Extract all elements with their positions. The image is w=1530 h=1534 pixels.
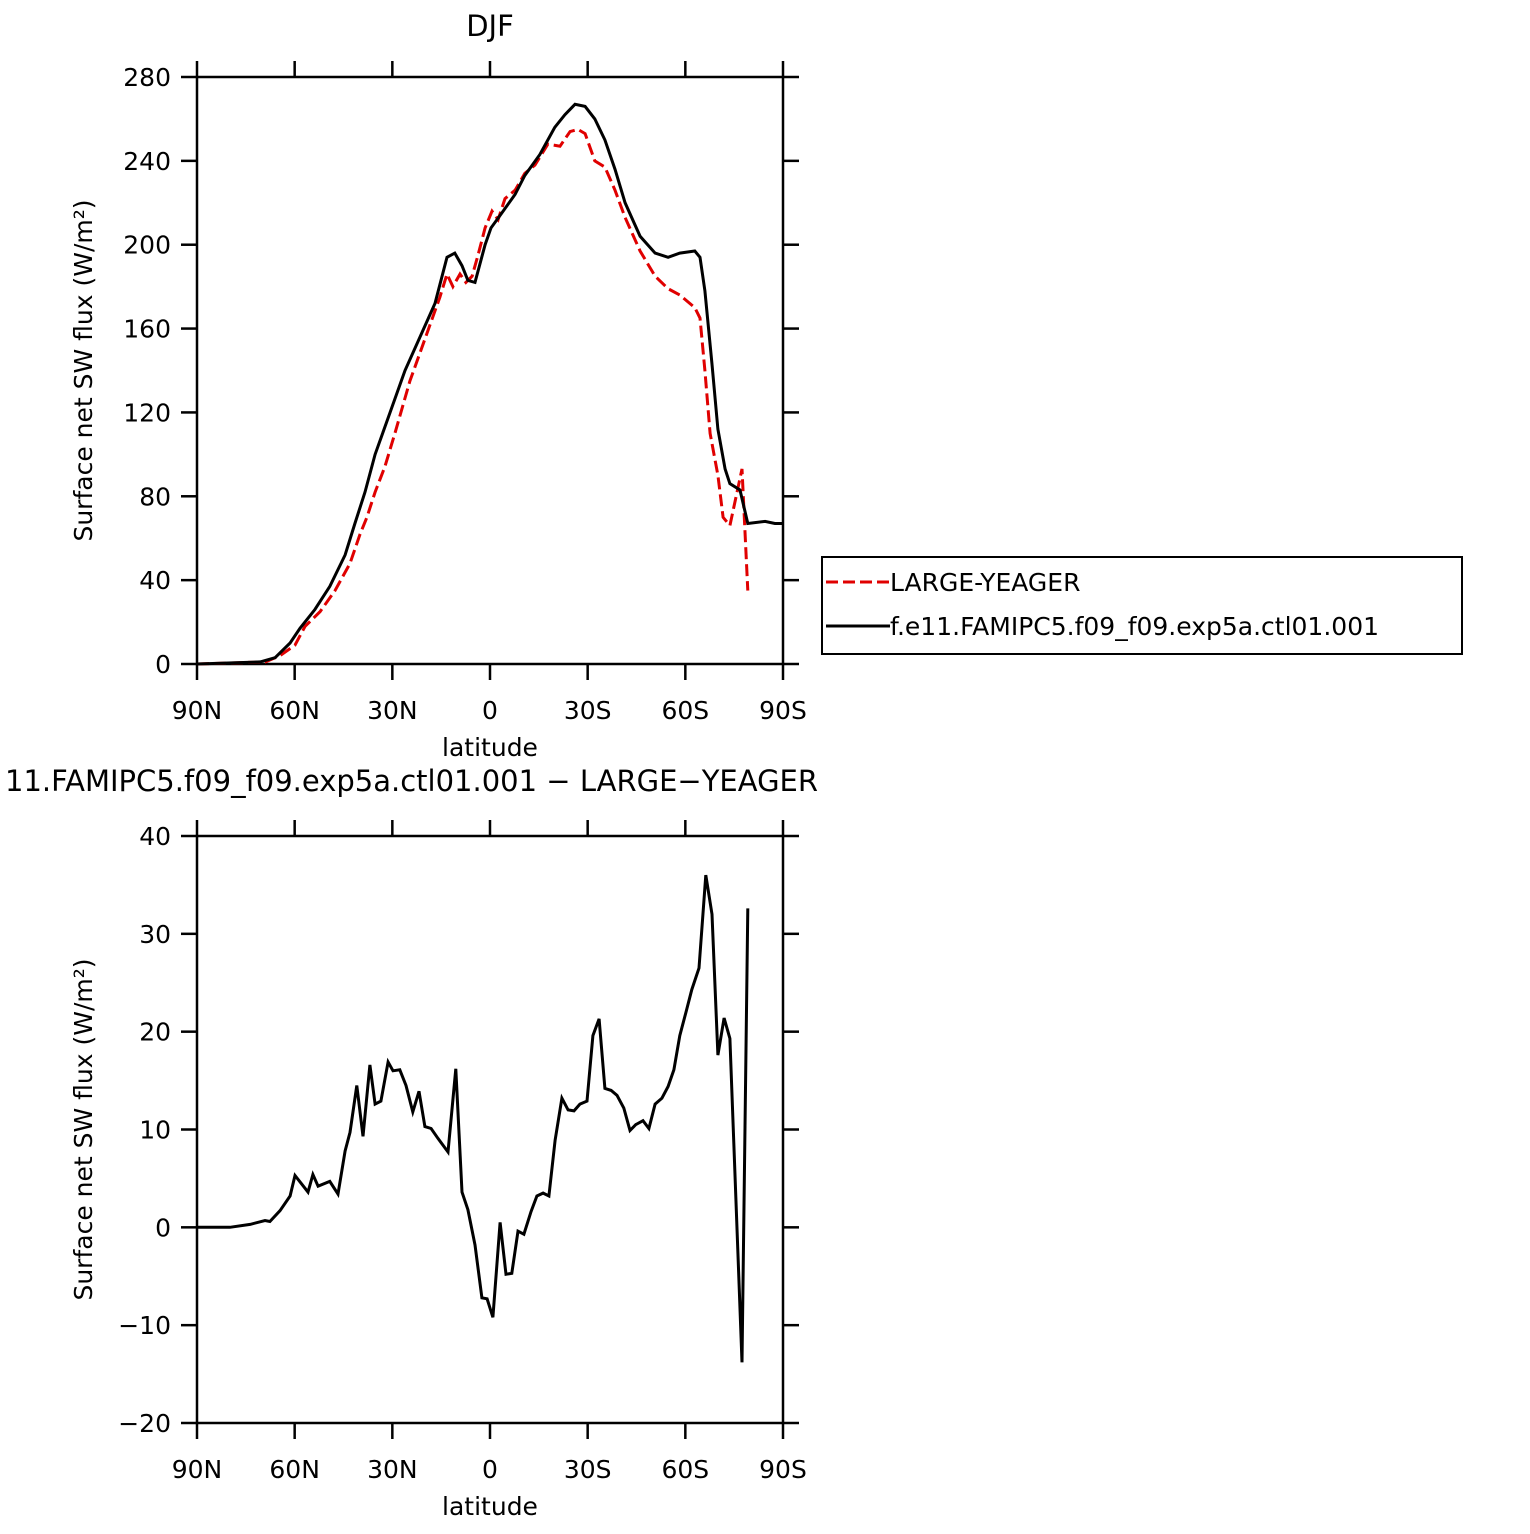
x-tick-label: 60S: [661, 1455, 709, 1484]
x-tick-label: 60S: [661, 696, 709, 725]
plot-frame: [195, 75, 785, 666]
x-tick-label: 90S: [759, 1455, 807, 1484]
y-axis-label: Surface net SW flux (W/m²): [69, 958, 98, 1300]
x-tick-label: 90N: [172, 1455, 223, 1484]
x-axis-label: latitude: [442, 733, 538, 762]
x-tick-label: 90N: [172, 696, 223, 725]
y-tick-label: 120: [123, 398, 171, 427]
x-tick-label: 30S: [564, 696, 612, 725]
y-tick-label: −10: [118, 1311, 171, 1340]
y-axis-label: Surface net SW flux (W/m²): [69, 199, 98, 541]
x-tick-label: 30N: [367, 696, 418, 725]
y-tick-label: 280: [123, 63, 171, 92]
data-line: [196, 127, 750, 666]
legend-label: f.e11.FAMIPC5.f09_f09.exp5a.ctl01.001: [890, 612, 1379, 641]
y-tick-label: 10: [139, 1116, 171, 1145]
x-tick-label: 0: [482, 1455, 498, 1484]
y-tick-label: 40: [139, 566, 171, 595]
x-tick-label: 90S: [759, 696, 807, 725]
y-tick-label: 0: [155, 1213, 171, 1242]
y-tick-label: 80: [139, 482, 171, 511]
y-tick-label: 40: [139, 822, 171, 851]
x-tick-label: 30S: [564, 1455, 612, 1484]
y-tick-label: 20: [139, 1018, 171, 1047]
x-tick-label: 0: [482, 696, 498, 725]
y-tick-label: 30: [139, 920, 171, 949]
legend-box: [821, 556, 1463, 655]
x-tick-label: 60N: [269, 1455, 320, 1484]
y-tick-label: 0: [155, 650, 171, 679]
plot-frame: [195, 834, 785, 1425]
legend-label: LARGE-YEAGER: [890, 568, 1080, 597]
y-tick-label: 200: [123, 231, 171, 260]
data-line: [196, 102, 783, 666]
chart-title: DJF: [466, 9, 514, 43]
y-tick-label: 160: [123, 315, 171, 344]
x-tick-label: 60N: [269, 696, 320, 725]
y-tick-label: −20: [118, 1409, 171, 1438]
x-axis-label: latitude: [442, 1492, 538, 1521]
y-tick-label: 240: [123, 147, 171, 176]
x-tick-label: 30N: [367, 1455, 418, 1484]
data-line: [197, 874, 750, 1363]
chart-title: 11.FAMIPC5.f09_f09.exp5a.ctl01.001 − LAR…: [5, 764, 818, 798]
